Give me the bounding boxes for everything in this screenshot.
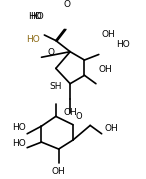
Text: OH: OH xyxy=(63,108,77,117)
Text: OH: OH xyxy=(102,30,115,39)
Text: O: O xyxy=(75,112,82,121)
Text: HO: HO xyxy=(116,40,130,49)
Text: O: O xyxy=(64,0,71,9)
Text: OH: OH xyxy=(99,65,113,74)
Text: HO: HO xyxy=(28,12,41,21)
Text: HO: HO xyxy=(12,139,26,148)
Text: SH: SH xyxy=(49,82,62,91)
Text: OH: OH xyxy=(52,167,66,176)
Text: HO: HO xyxy=(26,35,40,44)
Text: HO: HO xyxy=(12,123,26,132)
Text: OH: OH xyxy=(105,124,118,133)
Text: O: O xyxy=(47,48,54,57)
Text: HO: HO xyxy=(30,12,44,21)
